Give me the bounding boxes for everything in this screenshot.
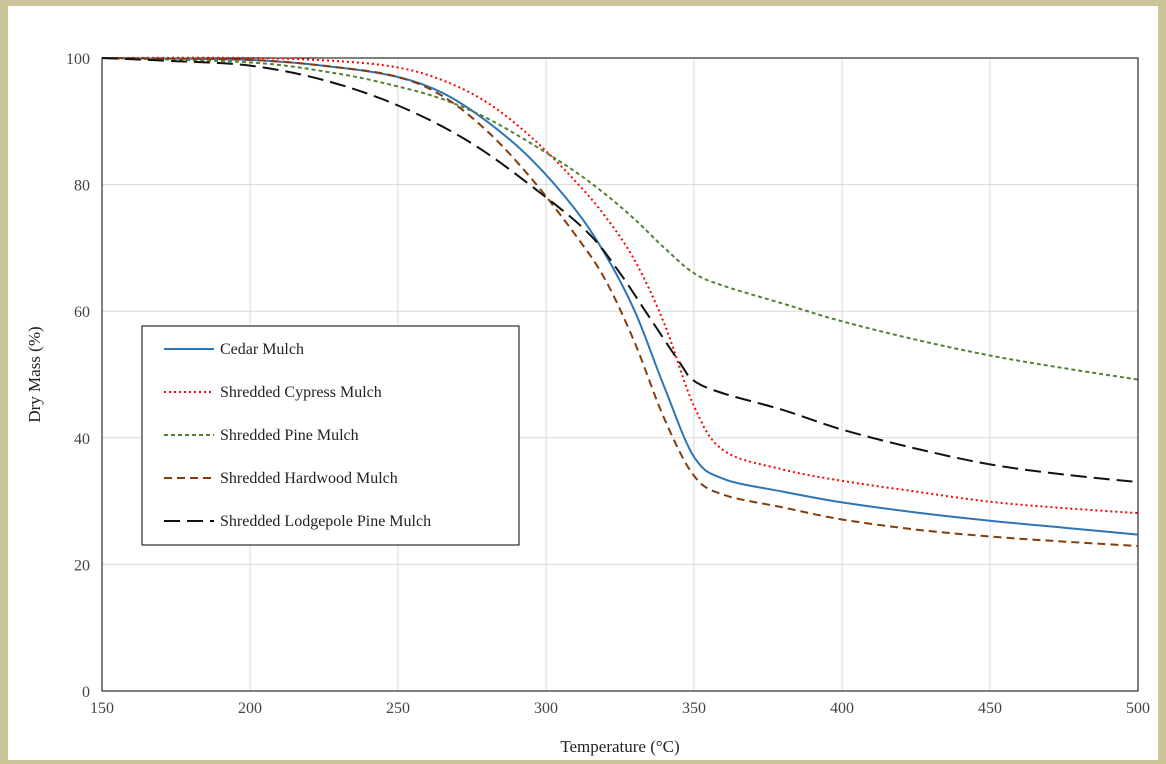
- y-tick-label: 40: [74, 431, 90, 448]
- series-line-3: [101, 57, 1139, 547]
- legend-label-3: Shredded Hardwood Mulch: [220, 470, 398, 487]
- legend: Cedar Mulch Shredded Cypress Mulch Shredde…: [141, 325, 520, 546]
- y-tick-labels: 0 20 40 60 80 100: [66, 51, 90, 701]
- x-axis-title: Temperature (°C): [560, 737, 679, 756]
- series-line-4: [101, 57, 1139, 484]
- chart-frame: 150 200 250 300 350 400 450 500 0 20 40 60 80 100 Te…: [8, 6, 1158, 760]
- y-tick-label: 60: [74, 304, 90, 321]
- y-tick-label: 20: [74, 557, 90, 574]
- x-tick-label: 500: [1126, 700, 1150, 717]
- y-tick-label: 80: [74, 178, 90, 195]
- x-tick-label: 150: [90, 700, 114, 717]
- x-tick-label: 200: [238, 700, 262, 717]
- plot-area-border: [101, 57, 1139, 692]
- legend-label-0: Cedar Mulch: [220, 341, 304, 358]
- axes: [101, 57, 1139, 692]
- legend-label-4: Shredded Lodgepole Pine Mulch: [220, 513, 431, 530]
- line-chart: 150 200 250 300 350 400 450 500 0 20 40 60 80 100 Te…: [25, 51, 1150, 756]
- x-tick-label: 350: [682, 700, 706, 717]
- series-line-2: [101, 57, 1139, 381]
- legend-label-2: Shredded Pine Mulch: [220, 427, 359, 444]
- y-axis-title: Dry Mass (%): [25, 326, 44, 422]
- series-line-1: [101, 56, 1139, 515]
- legend-box: [141, 325, 520, 546]
- x-tick-label: 450: [978, 700, 1002, 717]
- y-tick-label: 0: [82, 684, 90, 701]
- x-tick-label: 300: [534, 700, 558, 717]
- series-lines: [101, 56, 1139, 547]
- x-tick-labels: 150 200 250 300 350 400 450 500: [90, 700, 1150, 717]
- x-tick-label: 250: [386, 700, 410, 717]
- y-tick-label: 100: [66, 51, 90, 68]
- x-tick-label: 400: [830, 700, 854, 717]
- legend-label-1: Shredded Cypress Mulch: [220, 384, 382, 401]
